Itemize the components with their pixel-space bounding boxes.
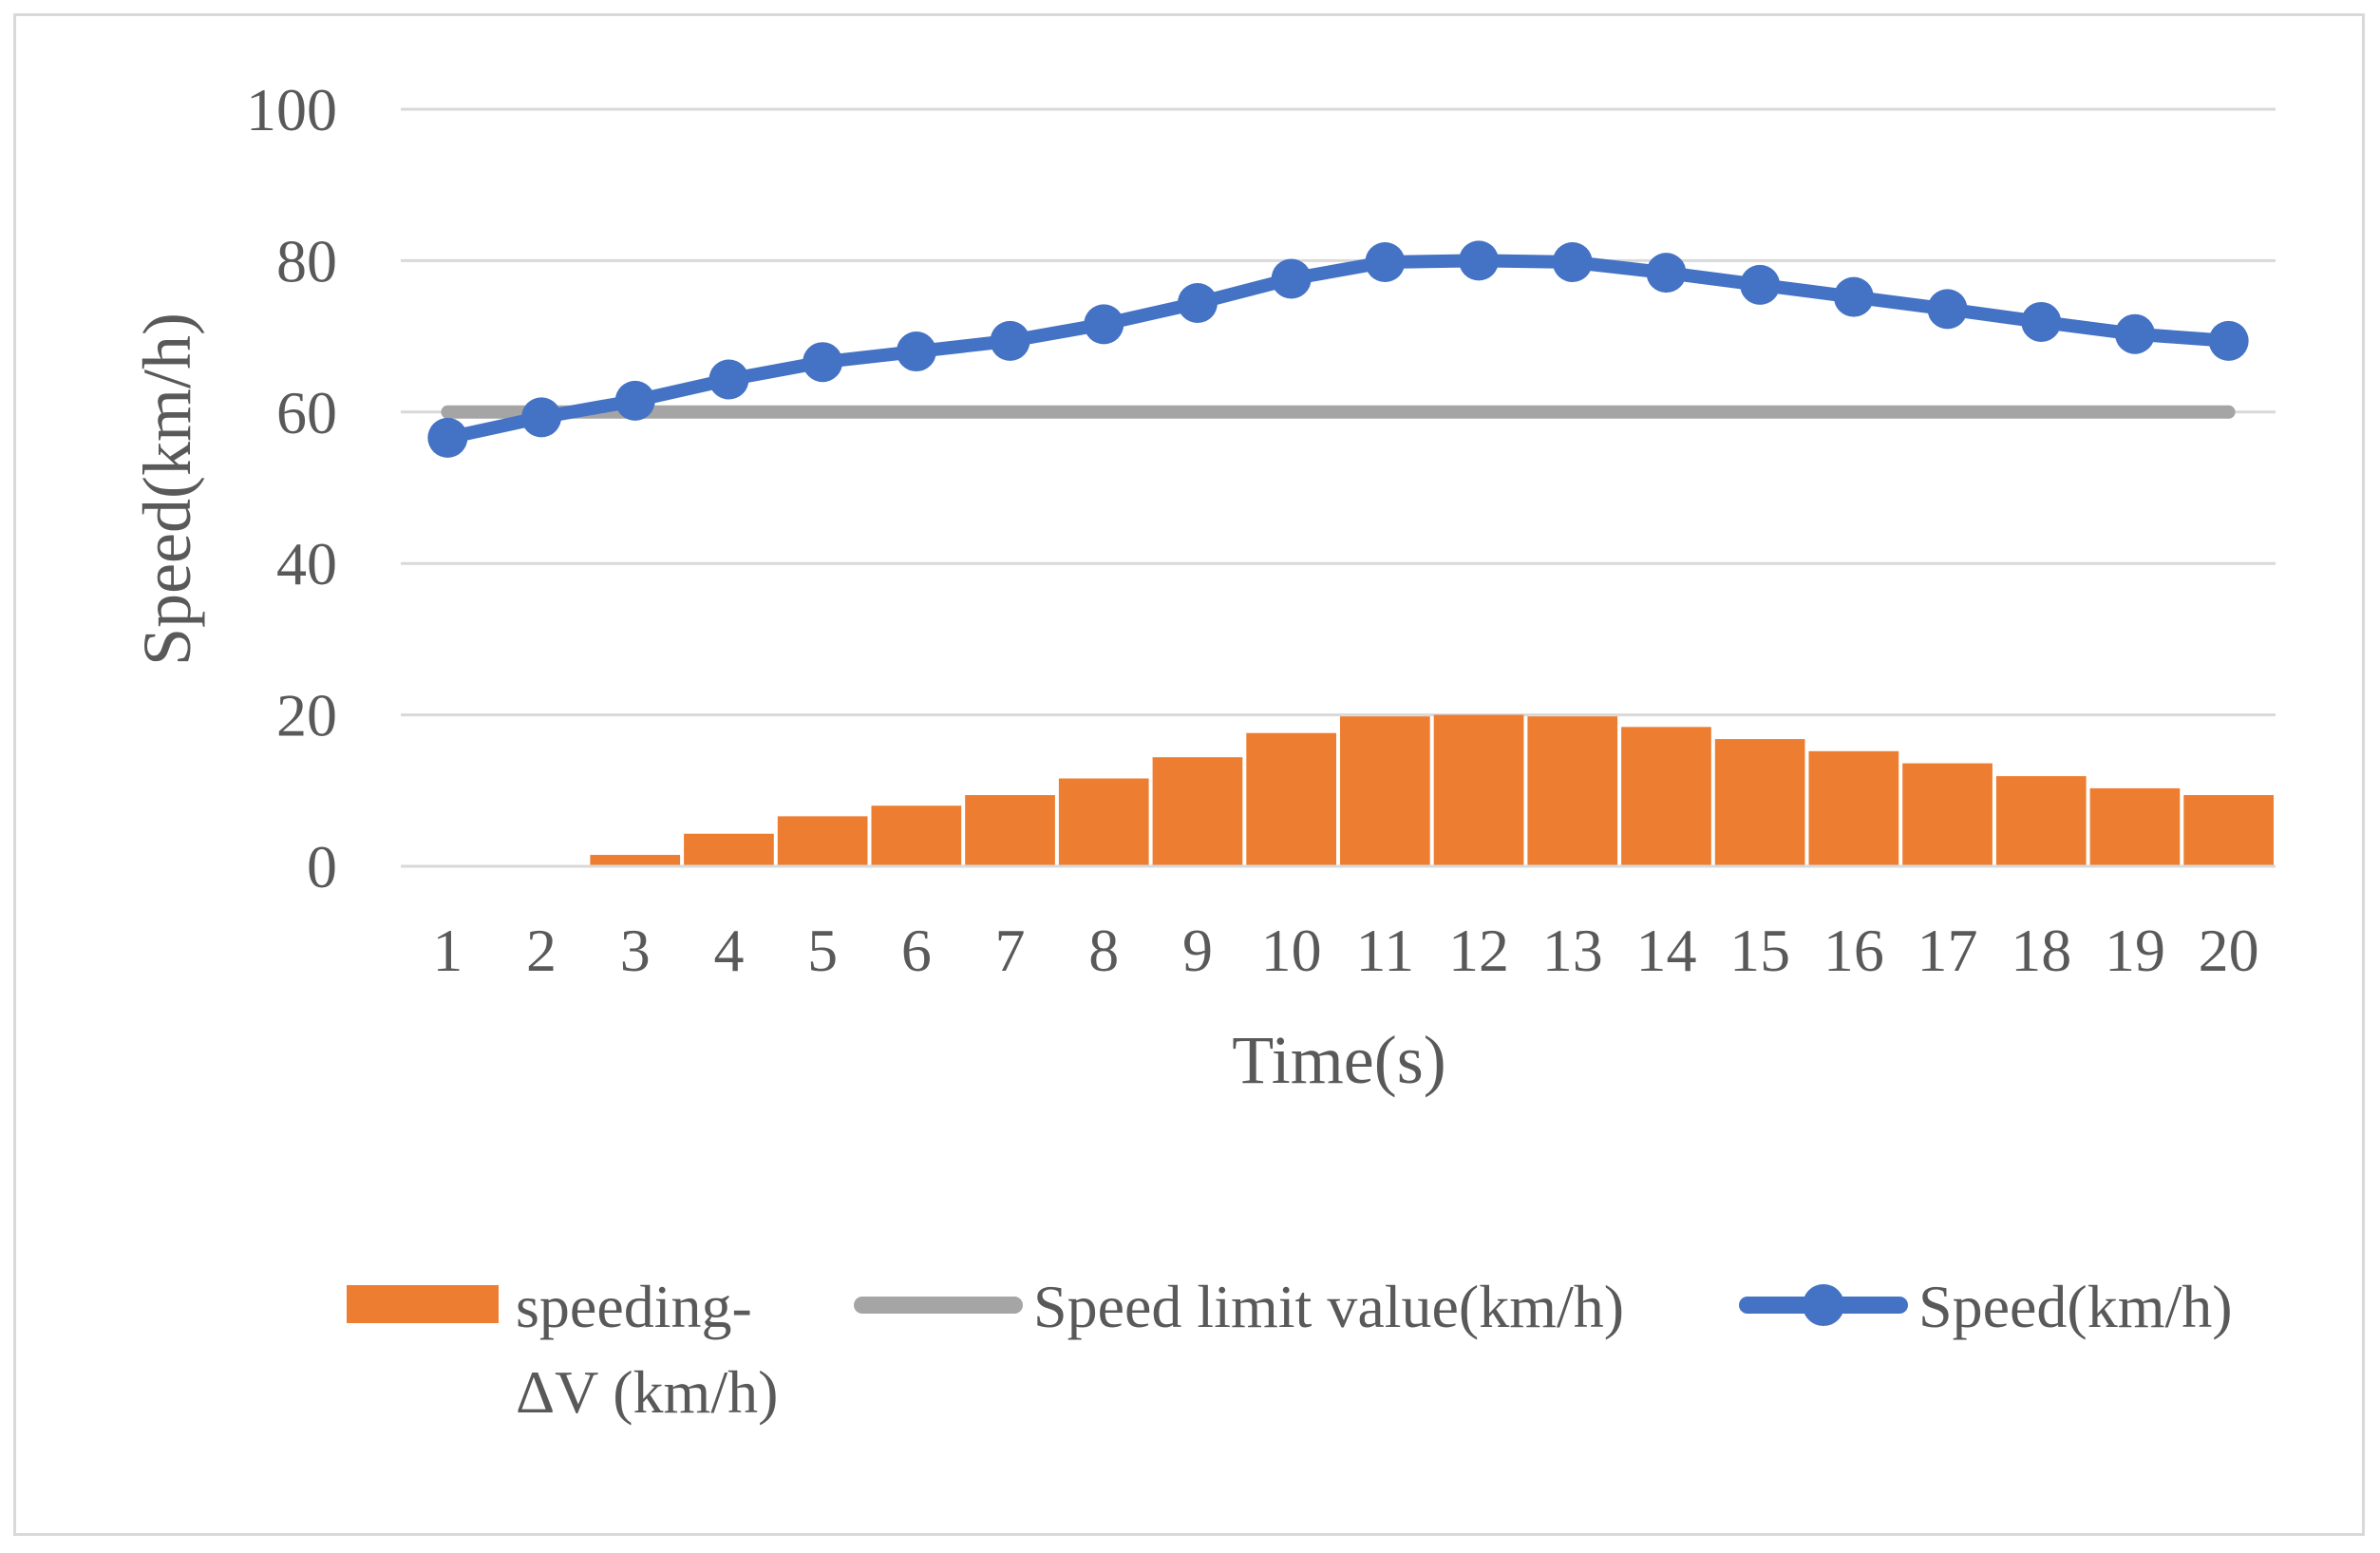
x-tick-label: 3 [620, 917, 651, 984]
x-tick-label: 5 [807, 917, 838, 984]
speed-point-3 [614, 380, 655, 421]
speed-point-5 [803, 342, 843, 383]
legend: speeding- ΔV (km/h) Speed limit value(km… [347, 1273, 2233, 1426]
x-tick-label: 1 [432, 917, 463, 984]
legend-swatch-speeding [347, 1285, 499, 1323]
bar-speeding-3 [590, 855, 681, 866]
y-axis-tick-labels: 0 20 40 60 80 100 [246, 76, 337, 900]
bar-speeding-9 [1152, 757, 1243, 866]
speed-point-14 [1646, 253, 1687, 294]
speed-point-1 [427, 417, 468, 458]
y-axis-title: Speed(km/h) [129, 312, 205, 666]
bar-speeding-5 [777, 816, 868, 866]
y-tick-label: 0 [307, 833, 337, 900]
speed-point-17 [1927, 289, 1968, 330]
x-tick-label: 2 [526, 917, 557, 984]
speed-point-13 [1552, 241, 1593, 282]
speed-point-4 [708, 359, 749, 400]
bar-speeding-18 [1995, 776, 2087, 866]
x-tick-label: 9 [1182, 917, 1213, 984]
speed-point-12 [1459, 240, 1500, 281]
x-tick-label: 11 [1356, 917, 1415, 984]
x-axis-title: Time(s) [1232, 1022, 1445, 1098]
legend-label-speed-limit: Speed limit value(km/h) [1033, 1273, 1624, 1340]
x-tick-label: 10 [1261, 917, 1322, 984]
speed-point-15 [1740, 264, 1781, 305]
x-axis-tick-labels: 1 2 3 4 5 6 7 8 9 10 11 12 13 14 15 16 17 18 19 20 [432, 917, 2258, 984]
speed-point-19 [2114, 313, 2155, 354]
x-tick-label: 14 [1635, 917, 1696, 984]
speeding-bars [590, 714, 2274, 866]
x-tick-label: 16 [1823, 917, 1884, 984]
bar-speeding-15 [1714, 739, 1805, 866]
bar-speeding-13 [1527, 716, 1618, 866]
y-tick-label: 60 [276, 379, 337, 446]
x-tick-label: 6 [901, 917, 932, 984]
x-tick-label: 13 [1542, 917, 1603, 984]
y-tick-label: 40 [276, 530, 337, 597]
y-tick-label: 20 [276, 682, 337, 749]
legend-label-speed: Speed(km/h) [1918, 1273, 2233, 1340]
speed-point-11 [1365, 241, 1406, 282]
x-tick-label: 8 [1088, 917, 1119, 984]
y-tick-label: 80 [276, 227, 337, 294]
legend-label-speeding-line2: ΔV (km/h) [516, 1358, 778, 1426]
speed-point-20 [2208, 320, 2249, 361]
bar-speeding-19 [2089, 787, 2181, 866]
legend-marker-speed [1803, 1284, 1844, 1326]
speed-point-7 [990, 320, 1030, 361]
legend-item-speed-limit: Speed limit value(km/h) [854, 1273, 1624, 1340]
bar-speeding-17 [1902, 763, 1993, 866]
bar-speeding-20 [2183, 795, 2274, 866]
speed-point-2 [521, 397, 562, 438]
bar-speeding-10 [1246, 732, 1336, 866]
x-tick-label: 20 [2199, 917, 2259, 984]
legend-label-speeding-line1: speeding- [516, 1273, 752, 1340]
x-tick-label: 4 [713, 917, 744, 984]
speed-point-8 [1084, 304, 1124, 345]
legend-item-speeding: speeding- ΔV (km/h) [347, 1273, 778, 1426]
x-tick-label: 7 [995, 917, 1026, 984]
bar-speeding-14 [1621, 727, 1711, 866]
bar-speeding-11 [1340, 716, 1430, 866]
bar-speeding-7 [965, 795, 1055, 866]
bar-speeding-8 [1058, 778, 1149, 866]
x-tick-label: 19 [2105, 917, 2165, 984]
x-tick-label: 12 [1448, 917, 1509, 984]
speed-point-9 [1177, 283, 1218, 324]
x-tick-label: 17 [1917, 917, 1978, 984]
speed-point-6 [896, 331, 936, 372]
x-tick-label: 18 [2011, 917, 2071, 984]
bar-speeding-4 [684, 833, 774, 866]
speed-point-16 [1833, 276, 1874, 317]
bar-speeding-6 [871, 805, 962, 866]
speed-point-10 [1271, 258, 1312, 299]
bar-speeding-16 [1808, 750, 1899, 866]
legend-item-speed: Speed(km/h) [1739, 1273, 2233, 1340]
bar-speeding-12 [1433, 714, 1524, 866]
y-tick-label: 100 [246, 76, 337, 143]
speed-series [427, 240, 2249, 458]
speed-point-18 [2021, 301, 2062, 342]
x-tick-label: 15 [1729, 917, 1790, 984]
